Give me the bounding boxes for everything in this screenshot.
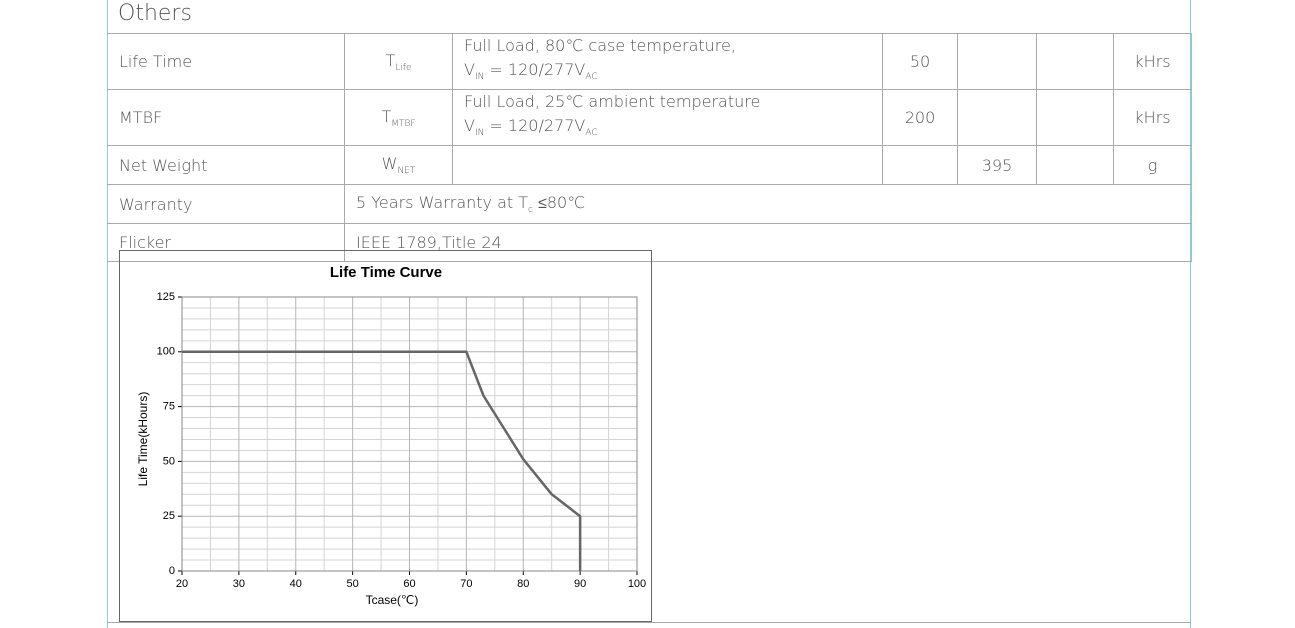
typ <box>957 89 1037 146</box>
unit: g <box>1113 145 1192 185</box>
symbol-sub: Life <box>395 62 412 73</box>
line <box>182 350 582 571</box>
symbol-main: T <box>385 50 396 70</box>
y-tick-label: 125 <box>157 291 175 303</box>
text: = 120/277V <box>484 60 586 79</box>
x-tick-label: 100 <box>628 578 646 590</box>
x-tick-label: 90 <box>574 578 586 590</box>
value-text: 5 Years Warranty at Tc ≤80℃ <box>344 184 1192 224</box>
spec-table: Life Time TLife Full Load, 80℃ case temp… <box>107 33 1192 262</box>
row: Warranty 5 Years Warranty at Tc ≤80℃ <box>107 184 1192 224</box>
x-tick-label: 40 <box>290 578 302 590</box>
symbol-main: T <box>381 106 392 126</box>
subscript: IN <box>474 128 485 138</box>
y-tick-label: 75 <box>163 401 175 413</box>
subscript: AC <box>585 128 598 138</box>
y-tick-label: 50 <box>163 455 175 467</box>
min: 200 <box>882 89 958 146</box>
condition-line: VIN = 120/277VAC <box>464 58 882 89</box>
x-tick-label: 60 <box>403 578 415 590</box>
y-tick-label: 0 <box>169 565 175 577</box>
y-axis-label: Life Time(kHours) <box>136 392 150 487</box>
subscript: c <box>528 205 533 215</box>
text: V <box>464 60 475 79</box>
typ <box>957 33 1037 90</box>
max <box>1036 33 1114 90</box>
condition-line: VIN = 120/277VAC <box>464 114 882 145</box>
x-tick-label: 50 <box>347 578 359 590</box>
unit: kHrs <box>1113 33 1192 90</box>
x-axis-label: Tcase(℃) <box>366 593 419 607</box>
text: ≤80℃ <box>532 193 586 212</box>
chart-title: Life Time Curve <box>330 264 442 281</box>
conditions: Full Load, 80℃ case temperature, VIN = 12… <box>452 33 883 90</box>
symbol: TMTBF <box>344 89 453 146</box>
section-title: Others <box>118 1 192 26</box>
row: Net Weight WNET 395 g <box>107 145 1192 185</box>
text: V <box>464 116 475 135</box>
parameter: Life Time <box>107 33 345 90</box>
conditions <box>452 145 883 185</box>
y-tick-label: 25 <box>163 510 175 522</box>
unit: kHrs <box>1113 89 1192 146</box>
value-text: IEEE 1789,Title 24 <box>344 223 1192 262</box>
symbol: TLife <box>344 33 453 90</box>
conditions: Full Load, 25℃ ambient temperature VIN = … <box>452 89 883 146</box>
x-tick-label: 30 <box>233 578 245 590</box>
parameter: Net Weight <box>107 145 345 185</box>
text: = 120/277V <box>484 116 586 135</box>
subscript: AC <box>585 72 598 82</box>
x-tick-label: 80 <box>517 578 529 590</box>
divider <box>107 622 1191 623</box>
row: MTBF TMTBF Full Load, 25℃ ambient temper… <box>107 89 1192 146</box>
min <box>882 145 958 185</box>
x-tick-label: 70 <box>460 578 472 590</box>
symbol: WNET <box>344 145 453 185</box>
condition-line: Full Load, 25℃ ambient temperature <box>464 92 761 111</box>
min: 50 <box>882 33 958 90</box>
x-tick-label: 20 <box>176 578 188 590</box>
max <box>1036 145 1114 185</box>
typ: 395 <box>957 145 1037 185</box>
symbol-sub: NET <box>397 166 416 176</box>
parameter: Warranty <box>107 184 345 224</box>
condition-line: Full Load, 80℃ case temperature, <box>464 36 736 55</box>
max <box>1036 89 1114 146</box>
row: Flicker IEEE 1789,Title 24 <box>107 223 1192 262</box>
chart: Life Time Curve Tcase(℃) Life Time(kHour… <box>119 250 652 622</box>
plot-frame <box>181 296 638 572</box>
symbol-main: W <box>381 154 398 173</box>
parameter: Flicker <box>107 223 345 262</box>
row: Life Time TLife Full Load, 80℃ case temp… <box>107 33 1192 90</box>
text: 5 Years Warranty at T <box>356 193 529 212</box>
y-tick-label: 100 <box>157 346 175 358</box>
symbol-sub: MTBF <box>391 118 416 129</box>
section-frame <box>107 0 1191 628</box>
subscript: IN <box>474 72 485 82</box>
parameter: MTBF <box>107 89 345 146</box>
